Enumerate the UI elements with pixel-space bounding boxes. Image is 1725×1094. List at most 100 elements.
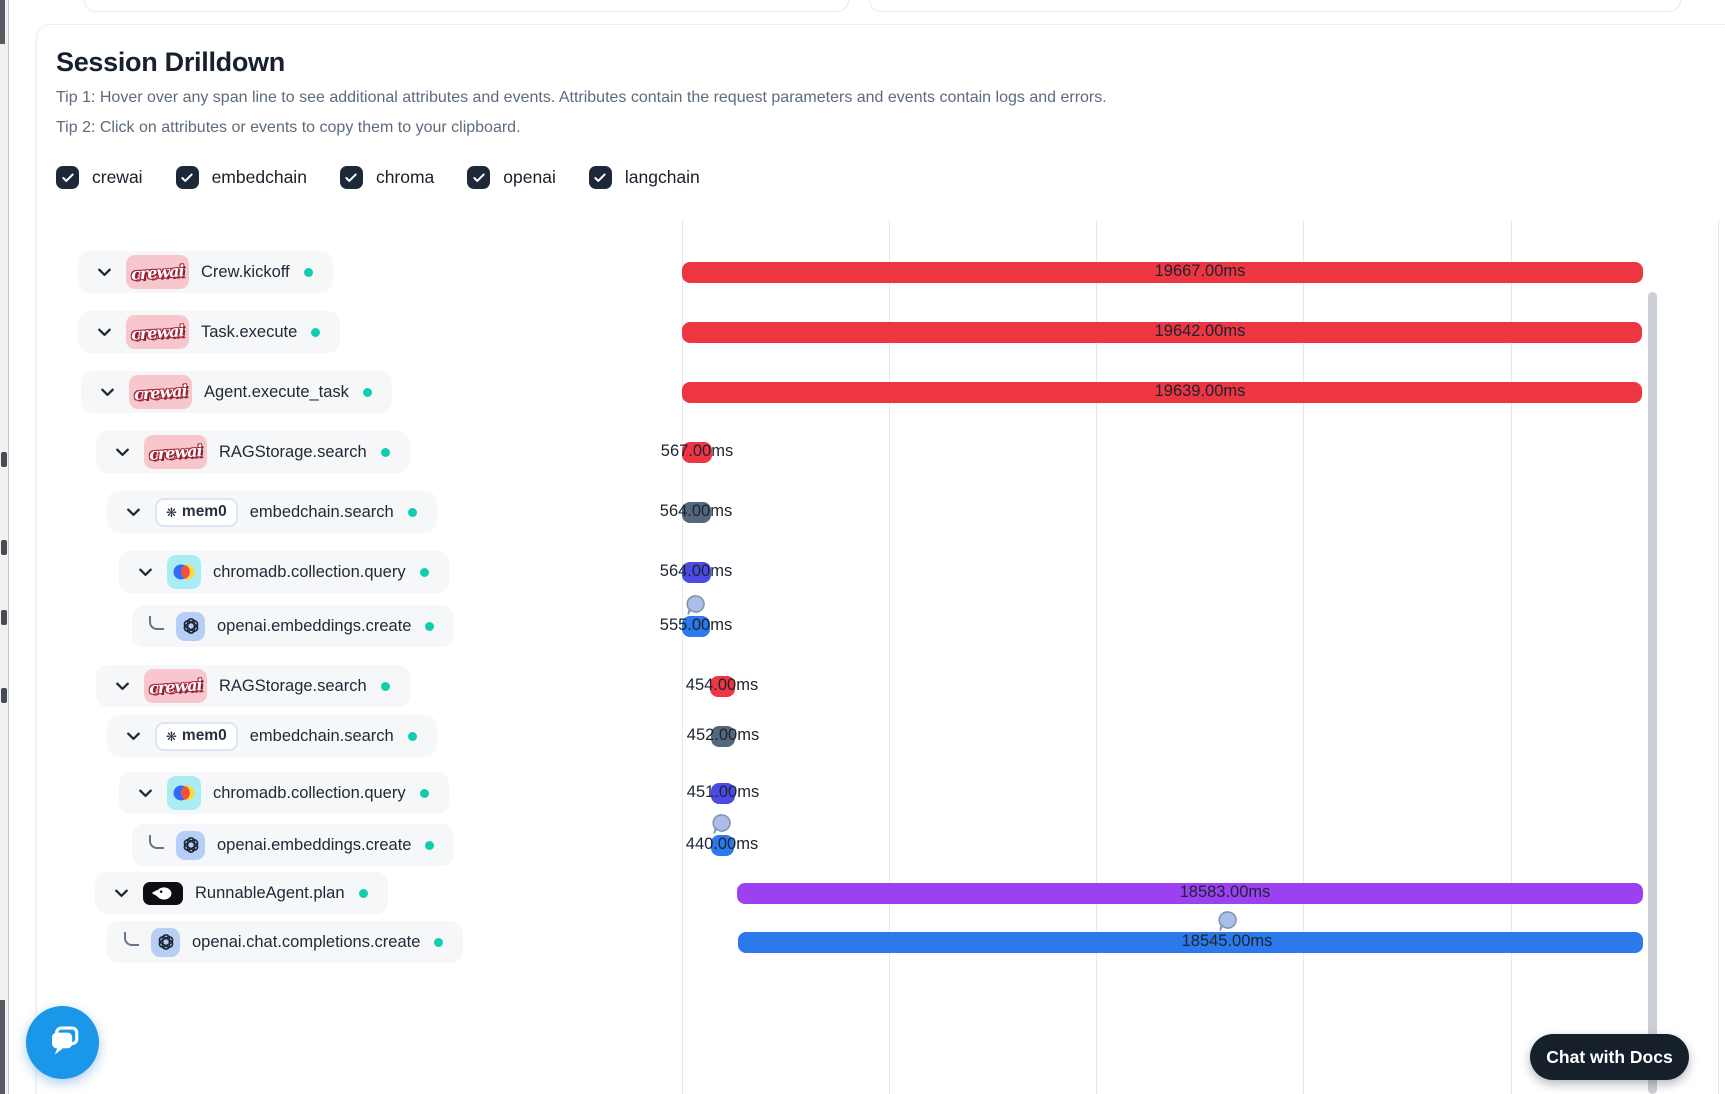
clipped-sidebar-glyph <box>1 610 7 625</box>
service-filter-langchain[interactable]: langchain <box>588 166 700 189</box>
span-name-label: Task.execute <box>201 322 298 341</box>
span-duration-bar[interactable] <box>682 616 710 637</box>
span-duration-bar[interactable] <box>738 932 1643 953</box>
crewai-logo-icon: crewai <box>144 435 207 469</box>
span-row-pill[interactable]: crewai ❋mem0 <box>96 665 410 707</box>
chevron-down-icon[interactable] <box>136 563 155 582</box>
span-name-label: chromadb.collection.query <box>213 562 406 581</box>
span-row-pill[interactable]: crewai ❋mem0 <box>78 251 333 293</box>
span-duration-bar[interactable] <box>711 783 735 804</box>
span-duration-bar[interactable] <box>682 502 711 523</box>
tree-elbow-icon <box>149 835 164 849</box>
crewai-logo-icon: crewai <box>129 375 192 409</box>
chevron-down-icon[interactable] <box>95 263 114 282</box>
span-name-label: embedchain.search <box>249 726 394 745</box>
chroma-logo-icon <box>167 555 201 589</box>
span-duration-bar[interactable] <box>737 883 1643 904</box>
event-bubble-icon[interactable] <box>711 813 733 835</box>
span-row-pill[interactable]: crewai ❋mem0 <box>81 371 392 413</box>
tip-1-text: Tip 1: Hover over any span line to see a… <box>56 89 1107 106</box>
span-row-pill[interactable]: crewai ❋mem0 <box>107 921 464 963</box>
span-row-pill[interactable]: crewai ❋mem0 <box>96 431 410 473</box>
checkbox-checked-icon[interactable] <box>588 166 612 189</box>
clipped-sidebar-glyph <box>1 452 7 467</box>
service-filter-openai[interactable]: openai <box>467 166 556 189</box>
chevron-down-icon[interactable] <box>95 323 114 342</box>
checkbox-checked-icon[interactable] <box>467 166 491 189</box>
span-duration-label: 454.00ms <box>685 676 759 694</box>
span-duration-bar[interactable] <box>682 562 711 583</box>
chevron-down-icon[interactable] <box>124 503 143 522</box>
timeline-gridline <box>1303 220 1304 1094</box>
vertical-scrollbar[interactable] <box>1648 292 1657 1094</box>
event-bubble-icon[interactable] <box>685 594 707 616</box>
span-name-label: openai.chat.completions.create <box>192 932 421 951</box>
service-filter-chroma[interactable]: chroma <box>339 166 435 189</box>
span-name-label: openai.embeddings.create <box>217 835 412 854</box>
service-filter-label: langchain <box>624 167 700 187</box>
mem0-logo-icon: ❋ mem0 <box>155 497 238 527</box>
crewai-logo-icon: crewai <box>126 255 189 289</box>
span-row-pill[interactable]: crewai ❋mem0 <box>107 491 437 533</box>
timeline-gridline <box>1096 220 1097 1094</box>
span-row-pill[interactable]: crewai ❋mem0 <box>132 605 455 647</box>
clipped-sidebar-glyph <box>1 688 7 703</box>
span-name-label: Crew.kickoff <box>201 262 290 281</box>
span-row-pill[interactable]: crewai ❋mem0 <box>78 311 341 353</box>
chat-with-docs-label: Chat with Docs <box>1546 1046 1673 1067</box>
event-bubble-icon[interactable] <box>1217 910 1239 932</box>
status-dot <box>425 840 435 850</box>
status-dot <box>380 447 390 457</box>
checkbox-checked-icon[interactable] <box>175 166 199 189</box>
service-filter-label: embedchain <box>211 167 307 187</box>
span-duration-label: 567.00ms <box>660 442 734 460</box>
chat-bubbles-icon <box>41 1018 85 1067</box>
chat-with-docs-button[interactable]: Chat with Docs <box>1530 1034 1689 1080</box>
span-row-pill[interactable]: crewai ❋mem0 <box>119 772 449 814</box>
chevron-down-icon[interactable] <box>124 727 143 746</box>
span-duration-bar[interactable] <box>682 382 1642 403</box>
checkbox-checked-icon[interactable] <box>339 166 363 189</box>
span-name-label: Agent.execute_task <box>204 382 349 401</box>
background-window-edge-bottom <box>0 1000 5 1094</box>
service-filter-label: chroma <box>375 167 435 187</box>
status-dot <box>303 267 313 277</box>
span-duration-bar[interactable] <box>682 262 1643 283</box>
span-duration-bar[interactable] <box>710 676 735 697</box>
chevron-down-icon[interactable] <box>136 784 155 803</box>
span-row-pill[interactable]: crewai ❋mem0 <box>107 715 437 757</box>
span-duration-label: 440.00ms <box>685 835 759 853</box>
span-name-label: RunnableAgent.plan <box>195 883 345 902</box>
span-duration-bar[interactable] <box>682 442 712 463</box>
checkbox-checked-icon[interactable] <box>56 166 79 189</box>
span-duration-bar[interactable] <box>682 322 1642 343</box>
service-filter-bar: crewai embedchain chroma openai langchai… <box>56 166 700 189</box>
timeline-gridline <box>889 220 890 1094</box>
timeline-gridline <box>1718 220 1719 1094</box>
chevron-down-icon[interactable] <box>113 443 132 462</box>
status-dot <box>407 507 417 517</box>
span-duration-label: 564.00ms <box>659 502 733 520</box>
chevron-down-icon[interactable] <box>98 383 117 402</box>
span-name-label: embedchain.search <box>249 502 394 521</box>
span-duration-label: 19667.00ms <box>1154 262 1246 280</box>
span-duration-label: 564.00ms <box>659 562 733 580</box>
service-filter-crewai[interactable]: crewai <box>56 166 143 189</box>
status-dot <box>380 681 390 691</box>
span-row-pill[interactable]: crewai ❋mem0 <box>95 872 388 914</box>
span-duration-bar[interactable] <box>711 726 735 747</box>
span-duration-label: 19639.00ms <box>1154 382 1246 400</box>
service-filter-label: openai <box>503 167 556 187</box>
chat-launcher-button[interactable] <box>26 1006 99 1079</box>
status-dot <box>419 567 429 577</box>
chevron-down-icon[interactable] <box>112 884 131 903</box>
status-dot <box>425 621 435 631</box>
service-filter-embedchain[interactable]: embedchain <box>175 166 307 189</box>
span-row-pill[interactable]: crewai ❋mem0 <box>119 551 449 593</box>
span-row-pill[interactable]: crewai ❋mem0 <box>132 824 455 866</box>
span-duration-label: 451.00ms <box>686 783 760 801</box>
chevron-down-icon[interactable] <box>113 677 132 696</box>
span-duration-bar[interactable] <box>711 835 734 856</box>
